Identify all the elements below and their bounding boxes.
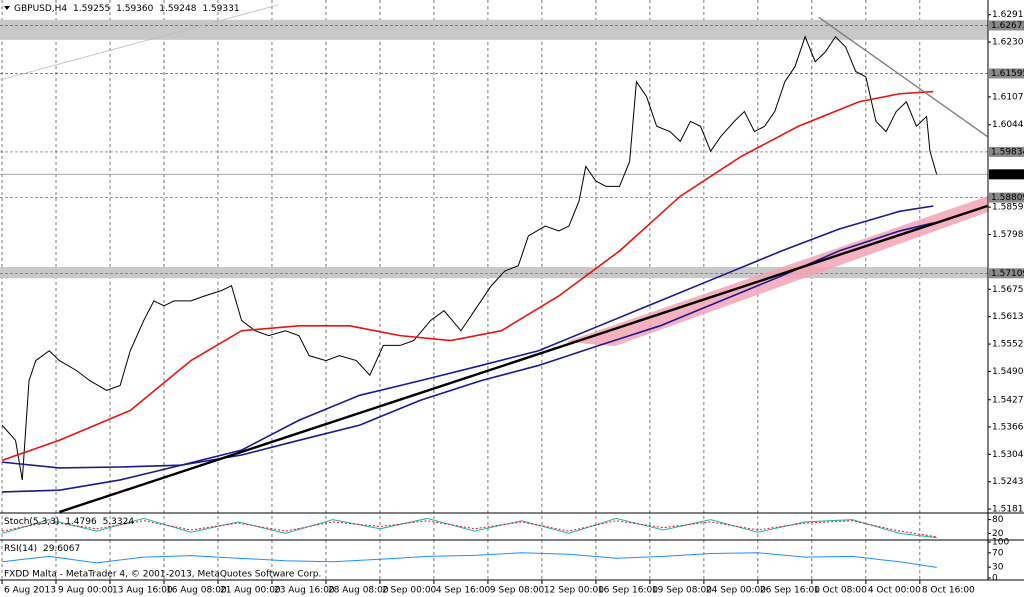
x-tick-label: 4 Sep 16:00 bbox=[436, 586, 491, 596]
footer: FXDD Malta - MetaTrader 4, © 2001-2013, … bbox=[4, 570, 321, 580]
stoch-title: Stoch(5,3,3) bbox=[4, 517, 59, 527]
x-tick-label: 1 Oct 08:00 bbox=[814, 586, 867, 596]
y-tick-label: 1.60445 bbox=[992, 120, 1024, 130]
series-line bbox=[1, 90, 934, 462]
last-price-label: 1.59331 bbox=[991, 170, 1024, 180]
level-label: 1.57109 bbox=[991, 269, 1024, 279]
stoch-main: 1.4796 bbox=[65, 517, 97, 527]
y-tick-label: 80 bbox=[992, 515, 1004, 525]
y-tick-label: 70 bbox=[992, 548, 1004, 558]
series-line bbox=[1, 205, 934, 469]
level-label-box bbox=[989, 20, 1024, 31]
rsi-title: RSI(14) bbox=[4, 544, 37, 554]
y-tick-label: 1.56750 bbox=[992, 285, 1024, 295]
x-tick-label: 12 Sep 00:00 bbox=[544, 586, 604, 596]
level-label-box bbox=[989, 146, 1024, 157]
last-price-box bbox=[989, 169, 1024, 180]
x-tick-label: 16 Aug 08:00 bbox=[166, 586, 227, 596]
open: 1.59255 bbox=[73, 4, 110, 14]
x-tick-label: 9 Sep 08:00 bbox=[490, 586, 545, 596]
y-tick-label: 1.61070 bbox=[992, 92, 1024, 102]
x-tick-label: 16 Sep 16:00 bbox=[598, 586, 658, 596]
zone bbox=[0, 19, 988, 40]
rsi-header: RSI(14) 29.6067 bbox=[4, 544, 80, 554]
level-label: 1.62673 bbox=[991, 21, 1024, 31]
stoch-signal: 5.3324 bbox=[103, 517, 135, 527]
chart-header: GBPUSD,H4 1.59255 1.59360 1.59248 1.5933… bbox=[14, 4, 240, 14]
y-tick-label: 1.54905 bbox=[992, 367, 1024, 377]
y-tick-label: 20 bbox=[992, 529, 1004, 539]
y-tick-label: 1.53045 bbox=[992, 450, 1024, 460]
y-tick-label: 30 bbox=[992, 563, 1004, 573]
level-label: 1.58809 bbox=[991, 193, 1024, 203]
x-tick-label: 4 Oct 00:00 bbox=[868, 586, 921, 596]
x-tick-label: 9 Aug 00:00 bbox=[58, 586, 113, 596]
x-tick-label: 28 Aug 08:00 bbox=[328, 586, 389, 596]
level-label-box bbox=[989, 268, 1024, 279]
series-line bbox=[818, 16, 988, 138]
y-tick-label: 1.62915 bbox=[992, 10, 1024, 20]
x-tick-label: 21 Aug 00:00 bbox=[220, 586, 281, 596]
y-tick-label: 1.53660 bbox=[992, 422, 1024, 432]
x-tick-label: 8 Oct 16:00 bbox=[922, 586, 975, 596]
y-tick-label: 0 bbox=[992, 574, 998, 584]
series-line bbox=[1, 520, 937, 538]
close: 1.59331 bbox=[202, 4, 239, 14]
series-line bbox=[1, 552, 937, 568]
y-tick-label: 1.51815 bbox=[992, 505, 1024, 515]
x-tick-label: 23 Aug 16:00 bbox=[274, 586, 335, 596]
zone bbox=[0, 267, 988, 279]
y-tick-label: 1.52430 bbox=[992, 477, 1024, 487]
level-label-box bbox=[989, 192, 1024, 203]
x-tick-label: 19 Sep 08:00 bbox=[652, 586, 712, 596]
level-label-box bbox=[989, 68, 1024, 79]
y-tick-label: 1.55520 bbox=[992, 340, 1024, 350]
level-label: 1.61595 bbox=[991, 69, 1024, 79]
symbol: GBPUSD,H4 bbox=[14, 4, 67, 14]
y-tick-label: 1.62300 bbox=[992, 38, 1024, 48]
drawn-line bbox=[0, 4, 279, 81]
stoch-header: Stoch(5,3,3) 1.4796 5.3324 bbox=[4, 517, 134, 527]
high: 1.59360 bbox=[116, 4, 153, 14]
y-tick-label: 1.58595 bbox=[992, 203, 1024, 213]
x-tick-label: 26 Sep 16:00 bbox=[760, 586, 820, 596]
y-tick-label: 1.57980 bbox=[992, 230, 1024, 240]
y-tick-label: 1.54270 bbox=[992, 395, 1024, 405]
y-tick-label: 1.56135 bbox=[992, 312, 1024, 322]
rsi-value: 29.6067 bbox=[43, 544, 80, 554]
x-tick-label: 6 Aug 2013 bbox=[4, 586, 56, 596]
x-tick-label: 13 Aug 16:00 bbox=[112, 586, 173, 596]
x-tick-label: 2 Sep 00:00 bbox=[382, 586, 437, 596]
series-line bbox=[59, 204, 988, 514]
y-tick-label: 100 bbox=[992, 538, 1009, 548]
regression-channel bbox=[565, 196, 988, 346]
x-tick-label: 24 Sep 00:00 bbox=[706, 586, 766, 596]
menu-triangle bbox=[4, 6, 10, 10]
low: 1.59248 bbox=[159, 4, 196, 14]
level-label: 1.59834 bbox=[991, 147, 1024, 157]
series-line bbox=[1, 35, 938, 481]
